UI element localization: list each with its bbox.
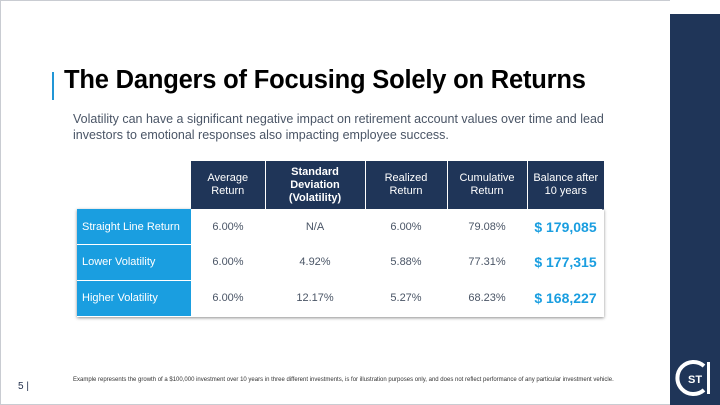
table-row: Lower Volatility 6.00% 4.92% 5.88% 77.31…	[77, 244, 604, 281]
slide-title: The Dangers of Focusing Solely on Return…	[64, 66, 586, 94]
title-accent-bar	[52, 72, 54, 100]
cell-average-return: 6.00%	[191, 209, 265, 245]
row-label-straight-line: Straight Line Return	[77, 209, 191, 245]
header-realized-return: Realized Return	[365, 161, 448, 209]
cell-realized-return: 5.88%	[365, 244, 447, 281]
row-label-higher-volatility: Higher Volatility	[77, 280, 191, 316]
table-header-row: Average Return Standard Deviation (Volat…	[77, 161, 604, 209]
page-number: 5 |	[18, 381, 29, 392]
cell-balance: $ 179,085	[527, 209, 604, 245]
table-row: Straight Line Return 6.00% N/A 6.00% 79.…	[77, 209, 604, 245]
cell-balance: $ 168,227	[534, 290, 597, 306]
cell-cumulative-return: 79.08%	[447, 209, 527, 245]
cell-cumulative-return: 77.31%	[447, 244, 527, 281]
row-label-lower-volatility: Lower Volatility	[77, 244, 191, 281]
cell-std-dev: 4.92%	[265, 244, 365, 281]
slide-subtitle: Volatility can have a significant negati…	[73, 112, 604, 142]
brand-side-bar-tab	[670, 0, 720, 14]
disclaimer-footnote: Example represents the growth of a $100,…	[73, 377, 614, 383]
cell-average-return: 6.00%	[212, 292, 244, 304]
header-std-dev-line1: Standard Deviation	[290, 165, 340, 191]
cell-std-dev: N/A	[265, 209, 365, 245]
cell-average-return: 6.00%	[191, 244, 265, 281]
header-standard-deviation: Standard Deviation (Volatility)	[265, 161, 366, 209]
cell-balance: $ 177,315	[527, 244, 604, 281]
brand-side-bar	[670, 0, 720, 405]
logo-text: ST	[688, 374, 702, 386]
header-balance: Balance after 10 years	[527, 161, 604, 209]
header-average-return: Average Return	[191, 161, 266, 209]
header-cumulative-return: Cumulative Return	[447, 161, 528, 209]
table-row: Higher Volatility 6.00% 12.17% 5.27% 68.…	[77, 280, 604, 316]
cell-realized-return: 6.00%	[365, 209, 447, 245]
cell-cumulative-return: 68.23%	[468, 292, 506, 304]
header-std-dev-line2: (Volatility)	[288, 191, 342, 204]
cst-logo-icon: ST	[675, 360, 710, 396]
cell-std-dev: 12.17%	[296, 292, 334, 304]
cell-realized-return: 5.27%	[390, 292, 422, 304]
returns-comparison-table: Average Return Standard Deviation (Volat…	[77, 161, 604, 316]
header-blank-cell	[77, 161, 191, 209]
